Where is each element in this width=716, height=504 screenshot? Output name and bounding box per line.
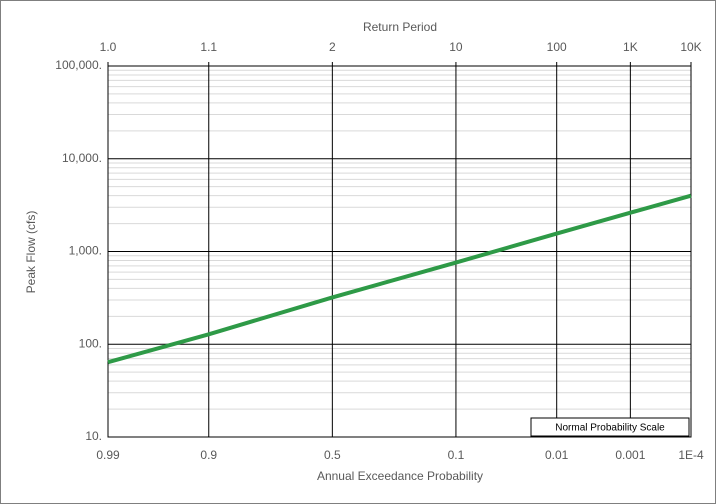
y-axis-title: Peak Flow (cfs)	[24, 211, 38, 294]
y-tick-label: 10.	[85, 429, 102, 443]
plot-border	[107, 65, 692, 438]
y-tick-label: 100,000.	[55, 58, 102, 72]
x-tick-label: 0.1	[448, 448, 465, 462]
x-tick-label: 0.01	[545, 448, 569, 462]
x2-tick-label: 2	[329, 40, 336, 54]
series-line	[107, 193, 692, 365]
annotation: Normal Probability Scale	[555, 423, 665, 434]
x2-tick-label: 10	[449, 40, 463, 54]
x2-axis-title: Return Period	[363, 20, 437, 34]
y-tick-label: 1,000.	[69, 244, 102, 258]
x-tick-label: 0.5	[324, 448, 341, 462]
x2-tick-label: 100	[547, 40, 567, 54]
x-tick-label: 1E-4	[678, 448, 704, 462]
x-tick-label: 0.001	[615, 448, 645, 462]
x2-tick-label: 1.1	[200, 40, 217, 54]
x2-tick-label: 10K	[680, 40, 701, 54]
annotation-box	[530, 417, 690, 437]
x2-tick-label: 1K	[623, 40, 638, 54]
x-tick-label: 0.99	[96, 448, 120, 462]
x2-tick-label: 1.0	[100, 40, 117, 54]
x-axis-title: Annual Exceedance Probability	[317, 469, 483, 483]
x-tick-label: 0.9	[200, 448, 217, 462]
y-tick-label: 10,000.	[62, 151, 102, 165]
y-tick-label: 100.	[79, 336, 102, 350]
